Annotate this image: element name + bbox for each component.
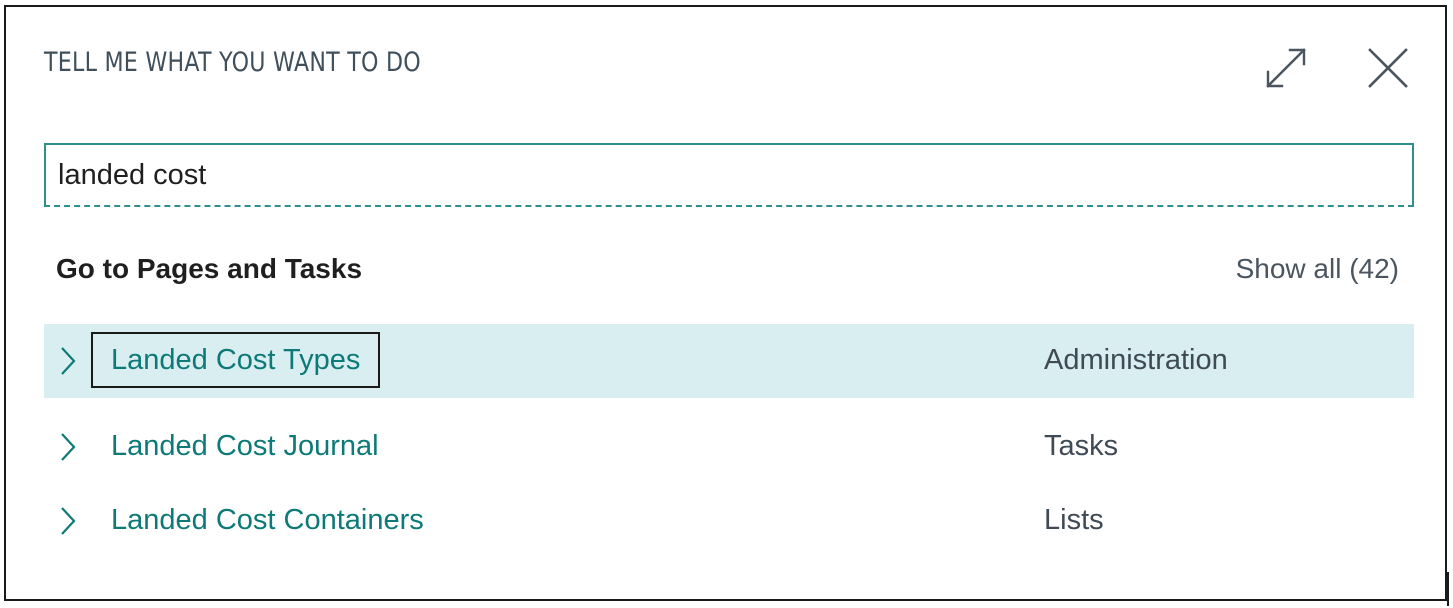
result-row[interactable]: Landed Cost Containers Lists (44, 484, 1414, 558)
search-field (44, 143, 1414, 207)
chevron-right-icon (61, 433, 76, 461)
result-name: Landed Cost Types (111, 343, 361, 376)
dialog-title: TELL ME WHAT YOU WANT TO DO (44, 47, 421, 78)
result-category: Lists (1044, 504, 1104, 536)
close-icon (1368, 48, 1408, 88)
window-edge (1447, 572, 1449, 606)
section-title: Go to Pages and Tasks (56, 253, 363, 284)
result-row[interactable]: Landed Cost Journal Tasks (44, 410, 1414, 484)
result-name: Landed Cost Journal (111, 429, 379, 462)
row-spacer (44, 398, 1414, 410)
result-name: Landed Cost Containers (111, 503, 424, 536)
chevron-right-icon (61, 347, 76, 375)
result-link[interactable]: Landed Cost Types (91, 332, 381, 388)
result-category: Administration (1044, 344, 1228, 376)
close-button[interactable] (1362, 42, 1414, 94)
result-link[interactable]: Landed Cost Containers (91, 492, 444, 548)
result-row[interactable]: Landed Cost Types Administration (44, 324, 1414, 398)
tell-me-dialog: TELL ME WHAT YOU WANT TO DO Go to Pages … (4, 5, 1447, 601)
expand-icon (1266, 48, 1306, 88)
expand-button[interactable] (1260, 42, 1312, 94)
result-link[interactable]: Landed Cost Journal (91, 418, 399, 474)
search-input[interactable] (58, 145, 1398, 205)
results-list: Landed Cost Types Administration Landed … (44, 324, 1414, 558)
chevron-right-icon (61, 507, 76, 535)
result-category: Tasks (1044, 430, 1119, 462)
show-all-link[interactable]: Show all (42) (1235, 253, 1399, 284)
